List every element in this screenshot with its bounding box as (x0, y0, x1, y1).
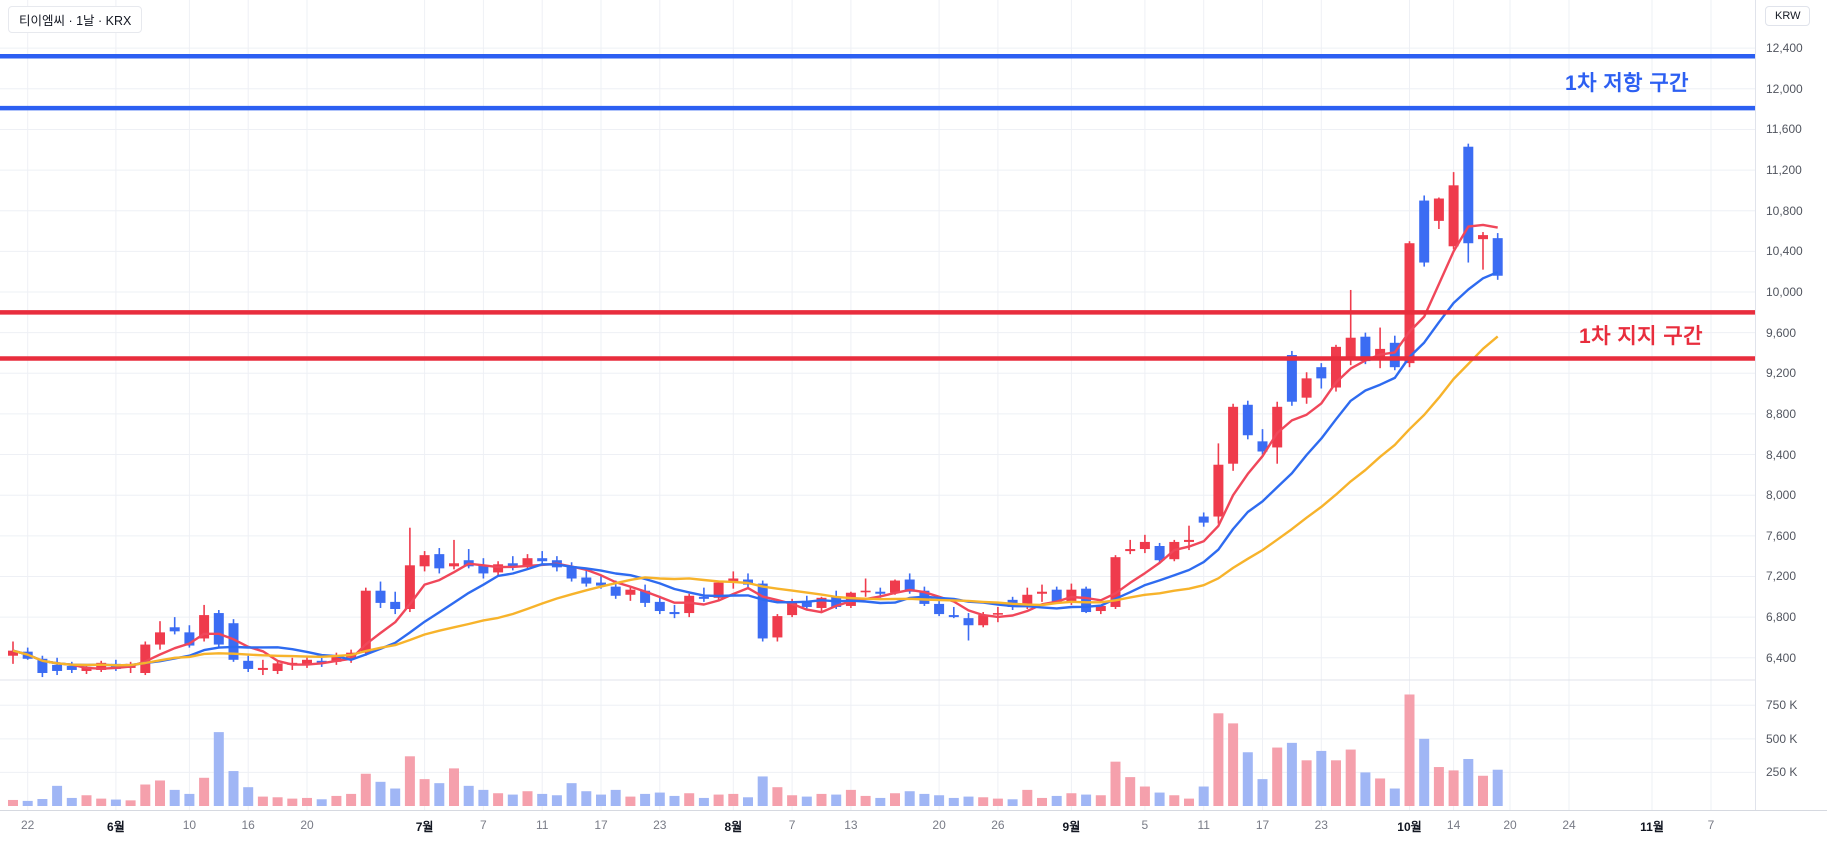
time-tick-label: 7 (1707, 818, 1715, 832)
price-tick-label: 10,000 (1766, 285, 1803, 299)
time-tick-label: 11 (1197, 818, 1210, 832)
time-tick-label: 24 (1562, 818, 1576, 832)
price-axis[interactable]: KRW 12,400 12,000 11,600 11,200 10,800 10,400… (1755, 0, 1827, 810)
zone-lines-layer[interactable] (0, 54, 1755, 361)
time-tick-label: 7월 (415, 820, 434, 834)
time-tick-label: 14 (1446, 818, 1461, 832)
price-tick-label: 9,200 (1766, 366, 1797, 381)
volume-layer (8, 694, 1503, 806)
price-tick-label: 10,400 (1766, 244, 1803, 259)
price-tick-label: 11,200 (1766, 163, 1802, 178)
price-tick-label: 11,600 (1766, 122, 1802, 137)
volume-tick-label: 250 K (1766, 765, 1798, 780)
time-tick-label: 20 (932, 818, 946, 832)
time-tick-label: 26 (991, 818, 1005, 832)
moving-average-layer (12, 223, 1499, 670)
price-tick-label: 8,800 (1766, 406, 1797, 421)
time-tick-label: 17 (594, 818, 608, 832)
time-tick-label: 8월 (724, 820, 743, 834)
ma-line-ma10 (12, 270, 1499, 667)
time-tick-label: 23 (653, 818, 667, 832)
time-tick-label: 6월 (107, 820, 125, 834)
ma-line-ma5 (12, 223, 1498, 670)
time-tick-label: 20 (300, 818, 314, 832)
time-tick-label: 13 (844, 818, 858, 832)
time-tick-label: 11월 (1640, 820, 1664, 834)
time-tick-label: 7 (480, 818, 487, 832)
volume-tick-label: 500 K (1766, 731, 1798, 746)
time-tick-label: 9월 (1062, 820, 1081, 834)
time-tick-label: 5 (1141, 818, 1149, 832)
price-tick-label: 8,000 (1766, 488, 1797, 503)
price-tick-label: 12,400 (1766, 41, 1803, 56)
time-tick-label: 10 (182, 818, 197, 832)
currency-badge[interactable]: KRW (1765, 6, 1811, 26)
symbol-legend[interactable]: 티이엠씨 · 1날 · KRX (8, 6, 143, 33)
grid-layer (0, 0, 1755, 810)
price-tick-label: 7,200 (1766, 569, 1797, 584)
candles-layer (8, 143, 1503, 678)
price-tick-label: 9,600 (1766, 325, 1797, 340)
time-tick-label: 16 (241, 818, 255, 832)
price-tick-label: 10,800 (1766, 203, 1803, 218)
resistance-zone-label[interactable]: 1차 저항 구간 (1565, 72, 1689, 96)
price-tick-label: 7,600 (1766, 528, 1797, 543)
price-tick-label: 6,800 (1766, 610, 1797, 625)
time-tick-label: 20 (1503, 818, 1517, 832)
price-tick-label: 6,400 (1766, 650, 1797, 665)
volume-tick-label: 750 K (1766, 698, 1798, 713)
support-zone-label[interactable]: 1차 지지 구간 (1579, 325, 1703, 349)
time-tick-label: 22 (21, 818, 35, 832)
time-tick-label: 17 (1255, 818, 1270, 832)
time-tick-label: 23 (1314, 818, 1328, 832)
time-tick-label: 10월 (1397, 820, 1422, 834)
price-tick-label: 8,400 (1766, 447, 1797, 462)
ma-line-ma20 (12, 335, 1499, 667)
price-tick-label: 12,000 (1766, 81, 1803, 96)
time-tick-label: 7 (788, 818, 796, 832)
time-axis[interactable]: 22 6월 10 16 20 7월 7 11 17 23 8월 7 13 20 26 9월 5 11 17 23 10월… (0, 810, 1827, 848)
time-tick-label: 11 (535, 818, 549, 832)
